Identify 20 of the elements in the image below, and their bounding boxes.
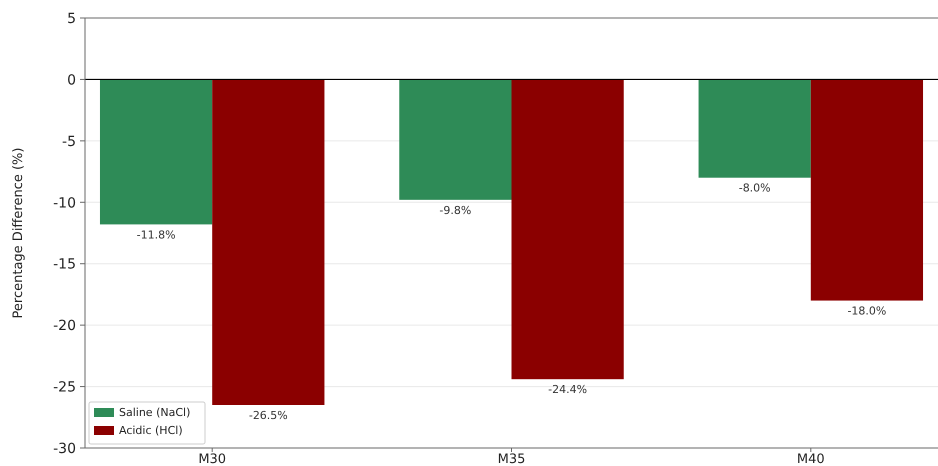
y-tick-label: -20: [53, 318, 76, 334]
y-tick-label: -10: [53, 195, 76, 212]
y-tick-label: -30: [53, 441, 76, 457]
y-tick-label: -5: [62, 134, 76, 150]
data-label: -24.4%: [548, 383, 588, 396]
data-label: -26.5%: [248, 409, 288, 422]
y-axis-title: Percentage Difference (%): [11, 148, 26, 318]
y-tick-label: 0: [67, 72, 76, 88]
data-label: -8.0%: [738, 182, 771, 195]
data-label: -11.8%: [136, 228, 176, 242]
legend-label: Saline (NaCl): [119, 406, 190, 419]
data-label: -18.0%: [847, 304, 886, 318]
y-tick-label: 5: [67, 11, 76, 27]
x-tick-label: M40: [796, 452, 825, 466]
x-tick-label: M30: [198, 452, 226, 466]
data-label: -9.8%: [439, 204, 472, 217]
x-tick-label: M35: [498, 452, 526, 466]
legend-label: Acidic (HCl): [119, 424, 183, 437]
y-tick-label: -25: [53, 380, 76, 396]
y-tick-label: -15: [53, 256, 76, 273]
